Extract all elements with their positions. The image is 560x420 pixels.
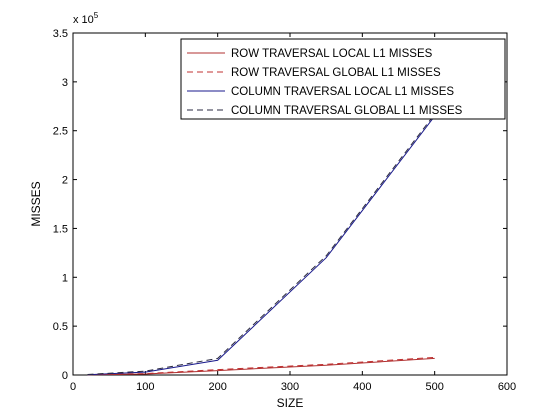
series-line-3 [87,115,436,376]
x-axis-label: SIZE [277,396,304,410]
x-tick-label: 100 [136,381,154,393]
x-tick-label: 500 [425,381,443,393]
x-tick-label: 600 [498,381,516,393]
y-tick-label: 2 [62,175,68,187]
series-line-2 [87,356,435,376]
y-scale-exponent: 5 [94,11,99,20]
y-axis-ticks: 0 0.5 1 1.5 2 2.5 3 3.5 [53,28,507,382]
x-tick-label: 0 [70,381,76,393]
y-tick-label: 1.5 [53,223,68,235]
y-tick-label: 0 [62,370,68,382]
legend-label-2: ROW TRAVERSAL GLOBAL L1 MISSES [231,67,441,79]
y-tick-label: 3 [62,77,68,89]
y-tick-label: 1 [62,272,68,284]
series-line-4 [87,113,436,375]
x-tick-label: 400 [353,381,371,393]
legend-label-1: ROW TRAVERSAL LOCAL L1 MISSES [231,48,433,60]
y-axis-label: MISSES [29,181,43,226]
y-tick-label: 2.5 [53,126,68,138]
x-axis-ticks: 0 100 200 300 400 500 600 [70,33,516,393]
legend-label-3: COLUMN TRAVERSAL LOCAL L1 MISSES [231,86,454,98]
legend: ROW TRAVERSAL LOCAL L1 MISSES ROW TRAVERS… [180,38,506,120]
y-tick-label: 0.5 [53,321,68,333]
x-tick-label: 300 [281,381,299,393]
y-tick-label: 3.5 [53,28,68,40]
series-line-1 [87,357,435,376]
x-tick-label: 200 [208,381,226,393]
y-scale-exponent-label: x 105 [73,11,99,26]
series-lines [87,113,436,376]
legend-box [180,38,506,120]
legend-label-4: COLUMN TRAVERSAL GLOBAL L1 MISSES [231,105,463,117]
y-scale-base: x 10 [73,14,94,26]
